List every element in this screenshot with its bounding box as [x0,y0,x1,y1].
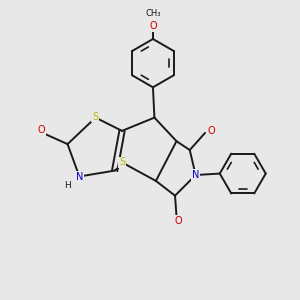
Text: N: N [192,170,199,180]
Text: O: O [150,21,157,31]
Text: O: O [208,126,215,136]
Text: H: H [64,181,71,190]
Text: S: S [119,158,125,167]
Text: O: O [174,216,182,226]
Text: CH₃: CH₃ [146,9,161,18]
Text: N: N [76,172,83,182]
Text: O: O [38,125,46,135]
Text: S: S [92,112,98,122]
